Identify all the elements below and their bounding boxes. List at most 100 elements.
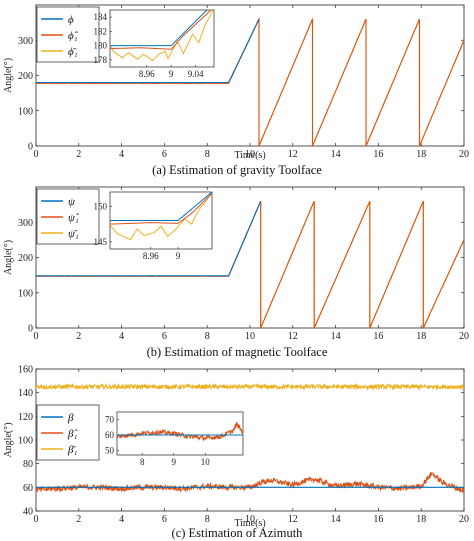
x-tick-label: 18 <box>416 149 426 160</box>
panel-gravity-toolface: 0 2 4 6 8 10 12 14 16 18 200100200300Angle(°)Time(… <box>3 4 469 177</box>
inset-y-tick-label: 180 <box>94 41 108 51</box>
x-tick-label: 12 <box>288 331 298 342</box>
inset-x-tick-label: 8 <box>140 457 145 467</box>
x-tick-label: 12 <box>288 149 298 160</box>
legend-label: β <box>67 412 74 424</box>
x-tick-label: 6 <box>162 149 167 160</box>
inset-plot: 8 9 10 50 60 70 <box>105 411 244 467</box>
series-line-measured <box>36 382 464 391</box>
x-tick-label: 12 <box>288 514 298 525</box>
series-group <box>36 200 464 328</box>
x-tick-label: 14 <box>331 331 341 342</box>
y-tick-label: 160 <box>18 365 33 376</box>
x-tick-label: 18 <box>416 331 426 342</box>
inset-y-tick-label: 182 <box>94 26 108 36</box>
inset-series-line <box>110 192 212 241</box>
series-line-estimate <box>36 472 464 494</box>
inset-x-tick-label: 8.96 <box>143 251 159 261</box>
x-tick-label: 2 <box>76 149 81 160</box>
inset-y-tick-label: 178 <box>94 55 108 65</box>
series-line-truth <box>36 200 262 277</box>
x-tick-label: 4 <box>119 149 124 160</box>
inset-x-tick-label: 9 <box>176 251 181 261</box>
inset-plot: 8.96 9 9.04 178 180 182 184 <box>94 9 215 79</box>
inset-x-tick-label: 9 <box>171 457 176 467</box>
y-axis-label: Angle(°) <box>3 240 14 275</box>
inset-y-tick-label: 50 <box>105 445 115 455</box>
inset-series-line <box>110 192 212 221</box>
x-tick-label: 14 <box>331 514 341 525</box>
inset-y-tick-label: 184 <box>94 12 108 22</box>
legend-label: ψ <box>68 196 75 208</box>
inset-series-line <box>110 193 212 225</box>
y-tick-label: 200 <box>18 253 33 264</box>
inset-series-line <box>110 10 208 47</box>
x-tick-label: 2 <box>76 514 81 525</box>
x-tick-label: 10 <box>245 514 255 525</box>
y-axis-label: Angle(°) <box>3 422 14 457</box>
x-tick-label: 16 <box>373 514 383 525</box>
legend-label: ψ̂₁ <box>68 212 80 224</box>
legend-label: β̄₁ <box>67 444 77 456</box>
y-tick-label: 40 <box>23 507 33 518</box>
y-tick-label: 140 <box>18 388 33 399</box>
x-tick-label: 20 <box>459 149 469 160</box>
inset-y-tick-label: 150 <box>94 201 108 211</box>
inset-y-tick-label: 60 <box>105 430 115 440</box>
y-tick-label: 300 <box>18 218 33 229</box>
x-tick-label: 0 <box>34 149 39 160</box>
plot-area <box>35 4 465 147</box>
x-tick-label: 18 <box>416 514 426 525</box>
x-tick-label: 6 <box>162 331 167 342</box>
x-tick-label: 4 <box>119 514 124 525</box>
inset-plot: 8.96 9 145 150 <box>94 191 213 261</box>
inset-x-tick-label: 8.96 <box>139 69 155 79</box>
figure-caption: (a) Estimation of gravity Toolface <box>152 163 322 177</box>
inset-series-line <box>110 10 212 50</box>
y-tick-label: 0 <box>28 142 33 153</box>
y-tick-label: 100 <box>18 436 33 447</box>
y-tick-label: 0 <box>28 324 33 335</box>
x-tick-label: 0 <box>34 514 39 525</box>
series-group <box>36 17 464 146</box>
y-tick-label: 200 <box>18 71 33 82</box>
x-tick-label: 2 <box>76 331 81 342</box>
x-tick-label: 6 <box>162 514 167 525</box>
legend: ϕ ϕ̂₁ ϕ̄₁ <box>36 6 100 63</box>
figure-caption: (b) Estimation of magnetic Toolface <box>147 345 328 359</box>
x-tick-label: 16 <box>373 149 383 160</box>
x-tick-label: 10 <box>245 149 255 160</box>
inset-series-line <box>110 10 214 62</box>
x-tick-label: 4 <box>119 331 124 342</box>
x-tick-label: 0 <box>34 331 39 342</box>
x-tick-label: 20 <box>459 514 469 525</box>
x-tick-label: 20 <box>459 331 469 342</box>
x-tick-label: 8 <box>205 149 210 160</box>
y-tick-label: 300 <box>18 36 33 47</box>
panel-azimuth: 0 2 4 6 8 10 12 14 16 18 20 40 60 80 100 120 140 160 Angle… <box>3 365 469 541</box>
series-line-truth <box>36 18 260 84</box>
inset-y-tick-label: 70 <box>105 415 115 425</box>
inset-x-tick-label: 9 <box>169 69 174 79</box>
legend: ψ ψ̂₁ ψ̄₁ <box>36 188 100 245</box>
x-axis-label: Time(s) <box>234 150 265 161</box>
legend-label: ϕ̂₁ <box>68 30 79 42</box>
x-tick-label: 14 <box>331 149 341 160</box>
inset-y-tick-label: 145 <box>94 237 108 247</box>
y-tick-label: 80 <box>23 459 33 470</box>
y-tick-label: 100 <box>18 106 33 117</box>
x-tick-label: 8 <box>205 331 210 342</box>
y-tick-label: 120 <box>18 412 33 423</box>
x-tick-label: 8 <box>205 514 210 525</box>
inset-x-tick-label: 10 <box>201 457 211 467</box>
series-group <box>36 382 464 494</box>
legend-label: ψ̄₁ <box>68 228 79 240</box>
figure-caption: (c) Estimation of Azimuth <box>172 526 304 540</box>
legend: β β̂₁ β̄₁ <box>36 404 100 461</box>
x-axis-label: Time(s) <box>234 518 265 529</box>
legend-label: ϕ <box>68 14 74 26</box>
y-tick-label: 100 <box>18 288 33 299</box>
legend-label: ϕ̄₁ <box>68 46 78 58</box>
